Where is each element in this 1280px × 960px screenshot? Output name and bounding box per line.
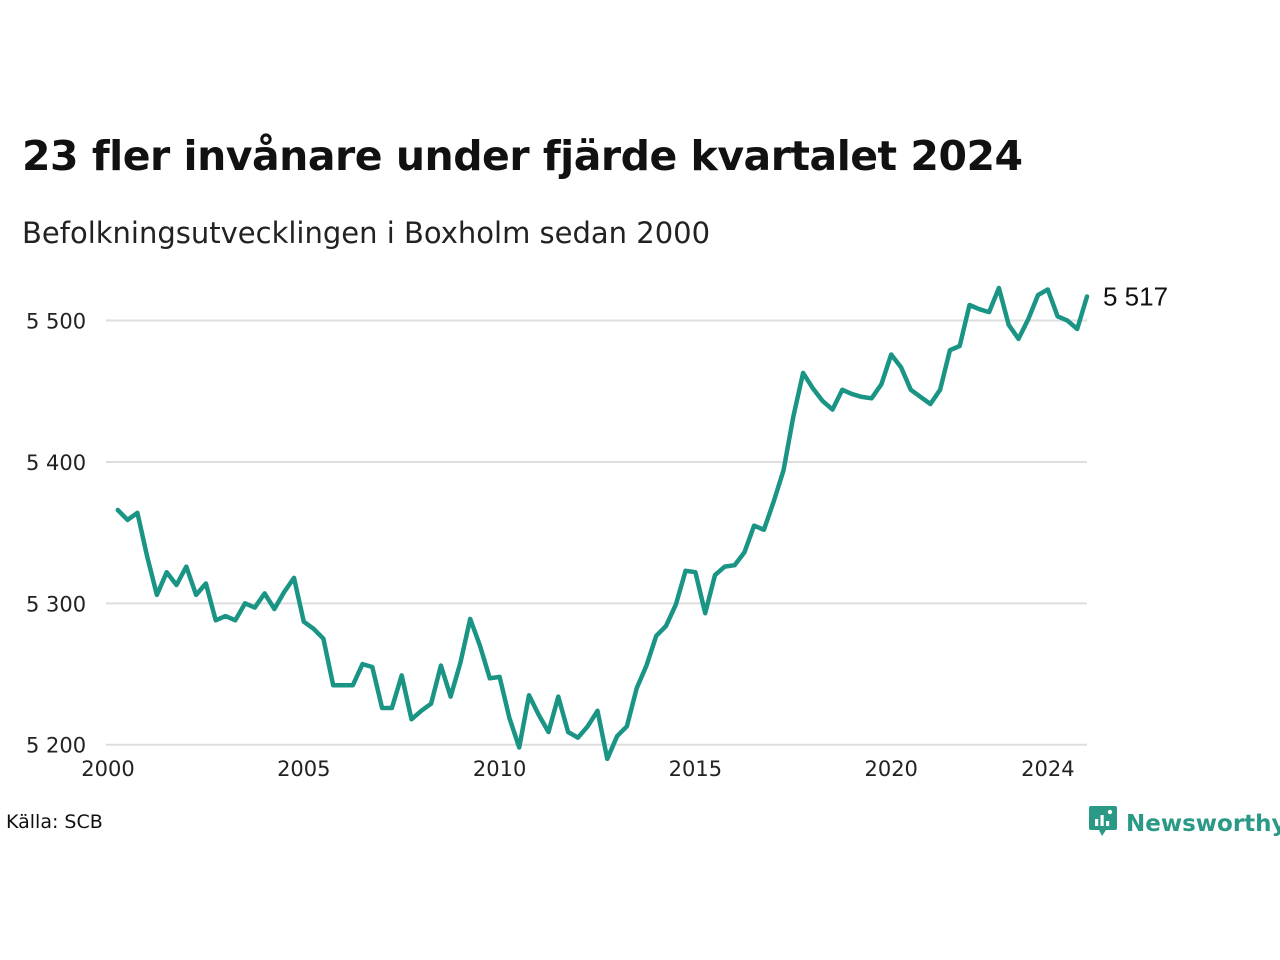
end-value-label: 5 517 xyxy=(1103,282,1168,312)
chart-title: 23 fler invånare under fjärde kvartalet … xyxy=(22,132,1023,180)
y-tick-label: 5 200 xyxy=(26,734,86,758)
x-tick-label: 2010 xyxy=(473,757,526,781)
x-tick-label: 2020 xyxy=(864,757,917,781)
x-tick-label: 2015 xyxy=(669,757,722,781)
newsworthy-logo-icon xyxy=(1088,804,1118,843)
x-axis-labels: 2000 2005 2010 2015 2020 2024 xyxy=(81,757,1074,781)
brand-name: Newsworthy xyxy=(1126,810,1280,837)
y-tick-label: 5 400 xyxy=(26,451,86,475)
x-tick-label: 2005 xyxy=(277,757,330,781)
y-tick-label: 5 500 xyxy=(26,310,86,334)
x-tick-label: 2000 xyxy=(81,757,134,781)
source-note: Källa: SCB xyxy=(6,811,103,833)
chart-subtitle: Befolkningsutvecklingen i Boxholm sedan … xyxy=(22,216,711,250)
gridlines xyxy=(106,319,1087,746)
y-axis-labels: 5 200 5 300 5 400 5 500 xyxy=(26,310,86,758)
population-line xyxy=(115,285,1090,762)
y-tick-label: 5 300 xyxy=(26,592,86,616)
newsworthy-logo[interactable]: Newsworthy xyxy=(1088,804,1280,843)
x-tick-label: 2024 xyxy=(1021,757,1074,781)
